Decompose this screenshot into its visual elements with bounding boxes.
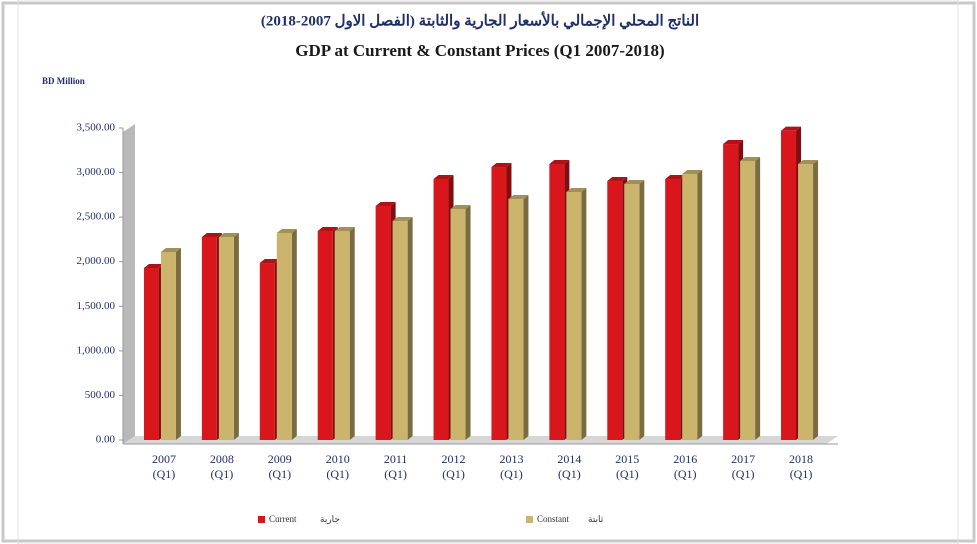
bar-top bbox=[375, 202, 396, 206]
y-tick-label: 1,000.00 bbox=[77, 344, 116, 356]
bar-top bbox=[450, 205, 471, 210]
bar-top bbox=[317, 226, 338, 231]
bar-top bbox=[160, 247, 181, 252]
bar-side bbox=[233, 233, 239, 440]
bar bbox=[607, 181, 623, 441]
x-tick-label: 2013 (Q1) bbox=[499, 452, 524, 481]
bar bbox=[218, 237, 234, 440]
bar bbox=[143, 267, 159, 440]
bar-top bbox=[143, 263, 164, 268]
bar bbox=[375, 206, 391, 440]
x-tick-label: 2008 (Q1) bbox=[209, 452, 234, 481]
y-tick-label: 3,500.00 bbox=[77, 122, 116, 134]
bar bbox=[450, 209, 466, 440]
x-tick-label: 2016 (Q1) bbox=[673, 452, 698, 481]
x-tick-label: 2011 (Q1) bbox=[383, 452, 408, 481]
bar bbox=[549, 164, 565, 440]
bar bbox=[259, 263, 275, 440]
bar bbox=[740, 160, 756, 441]
bar-side bbox=[639, 179, 645, 440]
bar bbox=[781, 130, 797, 440]
bar-top bbox=[201, 233, 222, 238]
legend-swatch bbox=[526, 516, 533, 523]
bar-side bbox=[697, 169, 703, 440]
bar bbox=[317, 230, 333, 440]
bar-top bbox=[740, 156, 761, 161]
bar bbox=[160, 251, 176, 440]
bar bbox=[508, 199, 524, 440]
bar bbox=[682, 173, 698, 440]
legend-label: Constant bbox=[537, 514, 570, 524]
bar-side bbox=[407, 216, 413, 440]
bar-side bbox=[291, 229, 297, 440]
bar-top bbox=[682, 169, 703, 174]
bar-top bbox=[566, 188, 587, 193]
y-tick-label: 500.00 bbox=[85, 389, 116, 401]
chart-title: GDP at Current & Constant Prices (Q1 200… bbox=[295, 41, 664, 60]
y-tick-label: 2,000.00 bbox=[77, 255, 116, 267]
bar-top bbox=[433, 174, 454, 179]
bar-top bbox=[259, 259, 280, 264]
bar-side bbox=[175, 247, 181, 440]
x-tick-label: 2014 (Q1) bbox=[557, 452, 582, 481]
bar bbox=[433, 178, 449, 440]
x-tick-label: 2017 (Q1) bbox=[731, 452, 756, 481]
bar-side bbox=[581, 188, 587, 440]
legend-label: Current bbox=[269, 514, 297, 524]
bar bbox=[566, 192, 582, 440]
bar bbox=[491, 167, 507, 441]
bar-side bbox=[755, 156, 761, 441]
legend-label-ar: ثابتة bbox=[588, 514, 604, 524]
legend-label-ar: جارية bbox=[320, 514, 340, 525]
bar-top bbox=[723, 140, 744, 145]
bar bbox=[624, 183, 640, 440]
y-tick-label: 3,000.00 bbox=[77, 166, 116, 178]
title-ar: الناتج المحلي الإجمالي بالأسعار الجارية … bbox=[261, 10, 699, 30]
bar-side bbox=[465, 205, 471, 440]
bar-top bbox=[549, 160, 570, 165]
y-tick-label: 2,500.00 bbox=[77, 211, 116, 223]
x-tick-label: 2009 (Q1) bbox=[267, 452, 292, 481]
legend-swatch bbox=[258, 516, 265, 523]
bar bbox=[798, 164, 814, 440]
bar bbox=[334, 230, 350, 440]
side-wall bbox=[123, 124, 135, 444]
bar-top bbox=[218, 233, 239, 238]
y-axis-label: BD Million bbox=[42, 76, 85, 86]
bar-top bbox=[665, 174, 686, 179]
bar-top bbox=[334, 226, 355, 231]
inner-frame bbox=[17, 0, 959, 544]
bar-side bbox=[813, 160, 819, 440]
x-tick-label: 2010 (Q1) bbox=[325, 452, 350, 481]
x-tick-label: 2007 (Q1) bbox=[151, 452, 176, 481]
bar bbox=[392, 220, 408, 440]
x-tick-label: 2012 (Q1) bbox=[441, 452, 466, 481]
bar-top bbox=[798, 160, 819, 165]
bar-side bbox=[349, 226, 355, 440]
bar bbox=[201, 237, 217, 440]
floor bbox=[123, 436, 838, 444]
bar-side bbox=[523, 195, 529, 440]
bar-top bbox=[392, 216, 413, 221]
x-tick-label: 2015 (Q1) bbox=[615, 452, 640, 481]
bar bbox=[276, 233, 292, 440]
bar-top bbox=[491, 163, 512, 168]
bar bbox=[665, 178, 681, 440]
bar bbox=[723, 144, 739, 440]
bar-top bbox=[781, 126, 802, 131]
x-tick-label: 2018 (Q1) bbox=[789, 452, 814, 481]
bar-top bbox=[607, 177, 628, 182]
bar-top bbox=[624, 179, 645, 184]
bar-top bbox=[508, 195, 529, 200]
y-tick-label: 0.00 bbox=[96, 434, 116, 446]
y-tick-label: 1,500.00 bbox=[77, 300, 116, 312]
bar-top bbox=[276, 229, 297, 234]
